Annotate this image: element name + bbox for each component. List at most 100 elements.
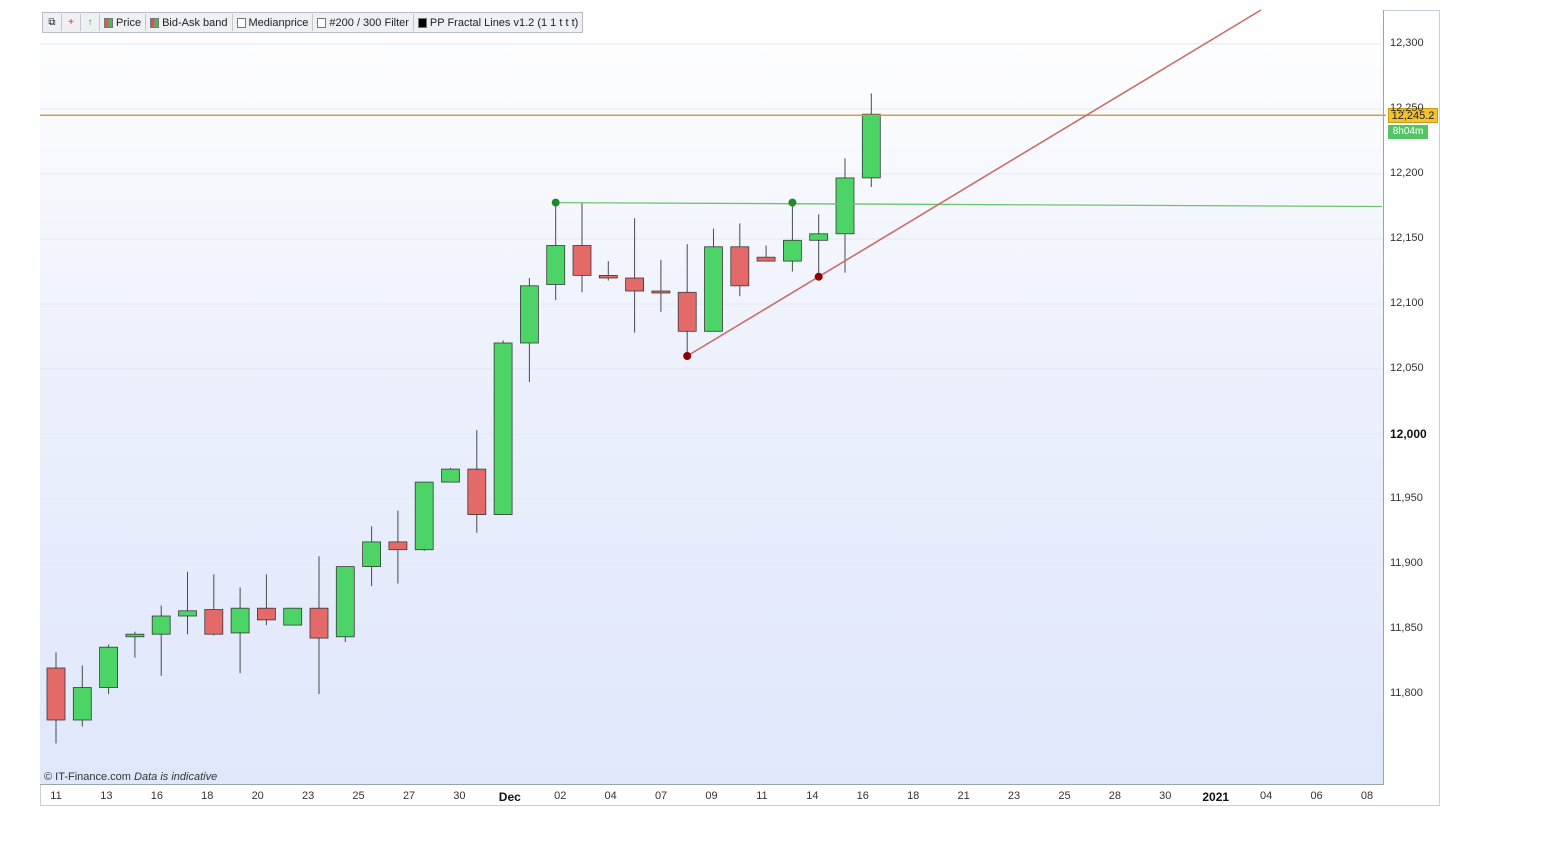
candle-body-2020-11-19 bbox=[204, 609, 224, 635]
x-tick-label: 30 bbox=[1159, 790, 1172, 802]
x-tick-label: 11 bbox=[756, 790, 768, 802]
candle-body-2020-11-27 bbox=[362, 541, 382, 568]
x-tick-label: 07 bbox=[654, 790, 668, 802]
x-tick-label: 13 bbox=[100, 790, 113, 802]
y-tick-label: 12,150 bbox=[1390, 232, 1424, 244]
legend-label-medianprice: Medianprice bbox=[248, 16, 309, 29]
support-trend-line bbox=[686, 9, 1262, 357]
watermark-note: Data is indicative bbox=[134, 771, 218, 783]
x-tick-label: 25 bbox=[1058, 790, 1071, 802]
candle-body-2020-11-26 bbox=[335, 566, 355, 638]
x-tick-label: 21 bbox=[957, 790, 970, 802]
x-tick-label: 04 bbox=[1260, 790, 1273, 802]
price-swatch-icon bbox=[104, 17, 113, 28]
candle-body-2020-12-09 bbox=[572, 245, 592, 276]
y-tick-label: 11,850 bbox=[1390, 622, 1423, 634]
candle-body-2020-11-18 bbox=[178, 610, 197, 617]
y-tick-label: 12,200 bbox=[1390, 167, 1424, 179]
y-tick-label: 11,800 bbox=[1390, 687, 1423, 699]
y-tick-label: 11,950 bbox=[1390, 492, 1423, 504]
candle-body-2020-11-11 bbox=[46, 667, 66, 721]
x-tick-label: 06 bbox=[1310, 790, 1323, 802]
watermark: © IT-Finance.com Data is indicative bbox=[44, 771, 217, 783]
band-swatch-icon bbox=[150, 17, 160, 28]
x-tick-label: 16 bbox=[856, 790, 869, 802]
y-tick-label: 11,900 bbox=[1390, 557, 1423, 569]
x-tick-label: Dec bbox=[498, 790, 521, 804]
x-tick-label: 27 bbox=[402, 790, 416, 802]
legend-item-price[interactable]: Price bbox=[100, 14, 147, 31]
legend-label-fractal-lines: PP Fractal Lines v1.2 (1 1 t t t) bbox=[429, 16, 579, 29]
legend-label-filter: #200 / 300 Filter bbox=[329, 16, 409, 29]
y-tick-label: 12,050 bbox=[1390, 362, 1424, 374]
legend-label-price: Price bbox=[116, 16, 142, 29]
x-tick-label: 20 bbox=[251, 790, 264, 802]
x-tick-label: 14 bbox=[806, 790, 819, 802]
candle-body-2020-12-02 bbox=[441, 468, 460, 483]
fractal-swatch-icon bbox=[417, 17, 427, 28]
candle-body-2020-11-20 bbox=[230, 607, 250, 634]
plot-area[interactable] bbox=[40, 10, 1384, 785]
candle-body-2020-12-01 bbox=[414, 481, 434, 551]
add-icon[interactable]: + bbox=[62, 14, 81, 31]
y-tick-label: 12,300 bbox=[1390, 37, 1424, 49]
candle-body-2020-12-03 bbox=[467, 468, 487, 516]
candle-body-2020-12-18 bbox=[756, 256, 776, 262]
current-price-tag: 12,245.2 bbox=[1388, 108, 1438, 123]
candle-body-2020-11-30 bbox=[388, 541, 408, 551]
candle-body-2020-12-16 bbox=[704, 246, 723, 332]
window-icon[interactable]: ⧉ bbox=[43, 14, 62, 31]
candle-body-2020-12-24 bbox=[861, 113, 881, 179]
candle-body-2020-12-10 bbox=[598, 274, 618, 279]
x-tick-label: 09 bbox=[705, 790, 718, 802]
x-tick-label: 16 bbox=[150, 790, 163, 802]
candle-body-2020-11-24 bbox=[283, 607, 303, 626]
candle-body-2020-12-15 bbox=[677, 291, 697, 332]
fractal-low-2020-12-22 bbox=[814, 272, 823, 281]
legend-item-filter[interactable]: #200 / 300 Filter bbox=[313, 14, 414, 31]
y-tick-label: 12,000 bbox=[1390, 427, 1427, 441]
candle-body-2020-12-22 bbox=[809, 233, 829, 241]
candle-body-2020-11-12 bbox=[72, 687, 92, 721]
x-tick-label: 11 bbox=[50, 790, 62, 802]
candle-body-2020-12-04 bbox=[493, 342, 513, 516]
x-tick-label: 23 bbox=[301, 790, 315, 802]
legend-toolbar: ⧉ + ↑ Price Bid-Ask band Medianprice #20… bbox=[42, 12, 584, 33]
resistance-line bbox=[555, 201, 1383, 208]
candle-body-2020-12-17 bbox=[730, 246, 750, 287]
x-tick-label: 2021 bbox=[1202, 790, 1230, 804]
x-tick-label: 25 bbox=[352, 790, 365, 802]
watermark-source: © IT-Finance.com bbox=[44, 771, 131, 783]
x-tick-label: 18 bbox=[907, 790, 920, 802]
y-tick-label: 12,250 bbox=[1390, 102, 1424, 114]
candle-body-2020-11-17 bbox=[151, 615, 171, 635]
x-tick-label: 18 bbox=[201, 790, 214, 802]
x-tick-label: 08 bbox=[1360, 790, 1374, 802]
x-tick-label: 28 bbox=[1108, 790, 1121, 802]
candle-body-2020-11-23 bbox=[256, 607, 276, 621]
candle-body-2020-12-23 bbox=[835, 177, 855, 235]
legend-item-fractal-lines[interactable]: PP Fractal Lines v1.2 (1 1 t t t) bbox=[414, 14, 582, 31]
x-tick-label: 30 bbox=[453, 790, 466, 802]
fractal-high-2020-12-21 bbox=[788, 198, 797, 207]
x-tick-label: 02 bbox=[554, 790, 567, 802]
candle-body-2020-12-08 bbox=[546, 245, 566, 285]
x-tick-label: 04 bbox=[604, 790, 617, 802]
legend-item-bid-ask-band[interactable]: Bid-Ask band bbox=[146, 14, 233, 31]
candle-body-2020-12-11 bbox=[625, 277, 644, 292]
candle-body-2020-12-07 bbox=[520, 285, 539, 344]
filter-swatch-icon bbox=[317, 17, 327, 28]
candle-body-2020-11-25 bbox=[309, 607, 329, 639]
candle-body-2020-11-16 bbox=[125, 633, 145, 638]
y-tick-label: 12,100 bbox=[1390, 297, 1424, 309]
indicator-icon[interactable]: ↑ bbox=[81, 14, 100, 31]
candle-body-2020-12-21 bbox=[783, 239, 802, 262]
time-remaining-tag: 8h04m bbox=[1388, 125, 1428, 139]
legend-label-bid-ask-band: Bid-Ask band bbox=[162, 16, 228, 29]
fractal-high-2020-12-08 bbox=[551, 198, 560, 207]
candle-body-2020-11-13 bbox=[99, 646, 118, 688]
fractal-low-2020-12-15 bbox=[683, 352, 692, 360]
medianprice-swatch-icon bbox=[236, 17, 246, 28]
legend-item-medianprice[interactable]: Medianprice bbox=[233, 14, 314, 31]
